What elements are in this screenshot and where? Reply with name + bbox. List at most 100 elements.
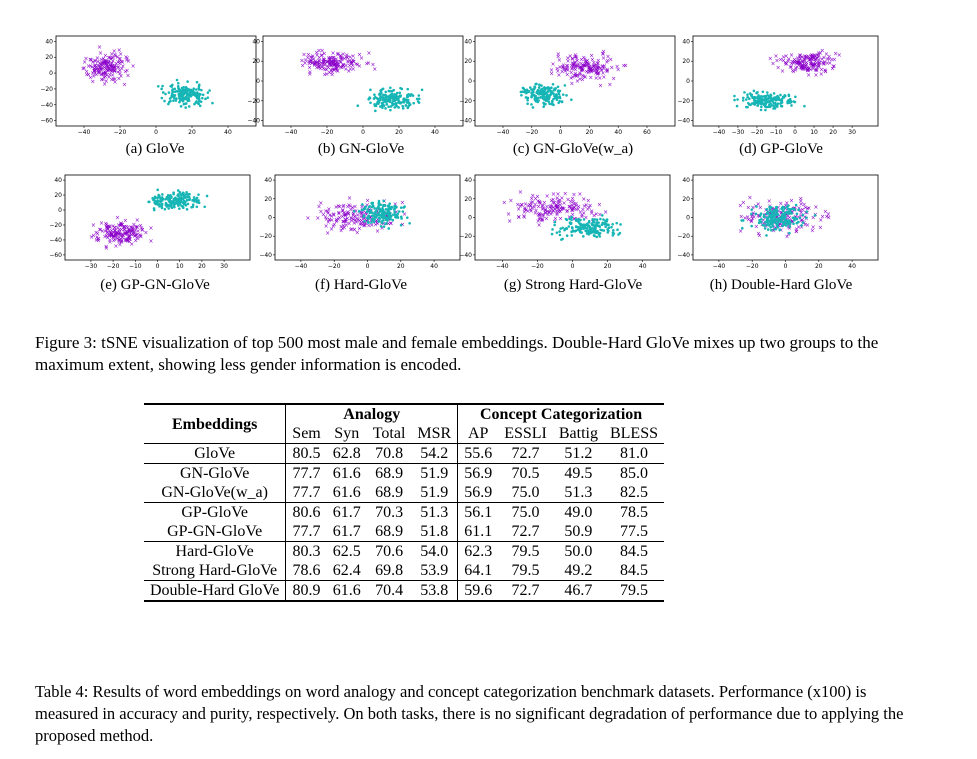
female-point	[769, 94, 773, 97]
table-cell: 77.7	[285, 463, 327, 483]
male-point: ×	[575, 78, 580, 85]
table-cell: 70.8	[366, 443, 412, 464]
male-point: ×	[86, 71, 91, 78]
female-point	[764, 108, 767, 112]
female-point	[390, 89, 394, 93]
male-point: ×	[562, 65, 567, 72]
x-tick-label: −40	[497, 129, 510, 136]
male-point: ×	[337, 59, 342, 66]
female-point	[179, 105, 183, 108]
female-point	[153, 195, 157, 199]
male-point: ×	[96, 67, 101, 74]
male-point: ×	[575, 73, 580, 80]
male-point: ×	[100, 60, 105, 67]
male-point: ×	[95, 63, 100, 70]
male-point: ×	[84, 72, 89, 79]
female-point	[393, 99, 396, 103]
male-point: ×	[97, 60, 102, 67]
male-point: ×	[811, 62, 816, 69]
male-point: ×	[113, 79, 118, 86]
female-point	[788, 231, 791, 235]
male-point: ×	[105, 63, 110, 70]
male-point: ×	[799, 64, 804, 71]
table-cell: 70.6	[366, 541, 412, 561]
table-cell: 59.6	[457, 580, 499, 602]
male-point: ×	[805, 66, 810, 73]
male-point: ×	[798, 56, 803, 63]
male-point: ×	[354, 61, 359, 68]
male-point: ×	[583, 59, 588, 66]
panel-caption: (h) Double-Hard GloVe	[709, 277, 853, 293]
female-point	[813, 214, 817, 217]
male-point: ×	[111, 54, 116, 61]
female-point	[550, 99, 554, 103]
male-point: ×	[799, 60, 804, 67]
female-point	[770, 217, 774, 221]
female-point	[792, 222, 795, 226]
table-cell: 80.9	[285, 580, 327, 602]
x-tick-label: 20	[188, 129, 196, 136]
male-point: ×	[117, 47, 122, 54]
male-point: ×	[822, 59, 827, 66]
female-point	[205, 194, 209, 198]
table-cell: 62.4	[332, 562, 361, 579]
male-point: ×	[326, 64, 331, 71]
male-point: ×	[327, 62, 332, 69]
male-point: ×	[796, 60, 801, 67]
female-point	[793, 219, 796, 222]
female-point	[767, 215, 771, 219]
male-point: ×	[109, 61, 114, 68]
male-point: ×	[116, 75, 121, 82]
male-point: ×	[585, 63, 590, 70]
male-point: ×	[594, 69, 599, 76]
female-point	[772, 96, 776, 99]
male-point: ×	[86, 63, 91, 70]
male-point: ×	[125, 67, 130, 74]
male-point: ×	[107, 66, 112, 73]
female-point	[166, 194, 170, 197]
male-point: ×	[333, 58, 338, 65]
male-point: ×	[331, 59, 336, 66]
male-point: ×	[587, 64, 592, 71]
male-point: ×	[112, 68, 117, 75]
male-point: ×	[102, 60, 107, 67]
col-header: MSR	[417, 425, 452, 442]
male-point: ×	[333, 64, 338, 71]
male-point: ×	[816, 63, 821, 70]
male-point: ×	[600, 63, 605, 70]
male-point: ×	[581, 67, 586, 74]
male-point: ×	[794, 64, 799, 71]
male-point: ×	[571, 63, 576, 70]
row-label: GP-GN-GloVe	[167, 523, 263, 540]
female-point	[776, 102, 780, 105]
female-point	[201, 93, 205, 97]
male-point: ×	[595, 71, 600, 78]
female-point	[381, 103, 385, 107]
male-point: ×	[581, 54, 586, 61]
male-point: ×	[604, 59, 609, 66]
male-point: ×	[601, 55, 606, 62]
y-tick-label: −20	[247, 98, 260, 105]
male-point: ×	[807, 65, 812, 72]
male-point: ×	[580, 67, 585, 74]
male-point: ×	[93, 70, 98, 77]
male-point: ×	[103, 71, 108, 78]
female-point	[388, 97, 391, 101]
male-point: ×	[575, 72, 580, 79]
male-point: ×	[832, 57, 837, 64]
female-point	[182, 194, 186, 198]
female-point	[404, 99, 408, 102]
male-point: ×	[594, 75, 599, 82]
male-point: ×	[90, 70, 95, 77]
female-point	[786, 207, 790, 211]
female-point	[391, 103, 394, 107]
female-point	[402, 98, 405, 101]
male-point: ×	[799, 58, 804, 65]
female-point	[201, 96, 204, 100]
male-point: ×	[111, 66, 116, 73]
female-point	[765, 212, 769, 215]
female-point	[184, 97, 188, 101]
male-point: ×	[112, 67, 117, 74]
male-point: ×	[321, 56, 326, 63]
male-point: ×	[801, 64, 806, 71]
